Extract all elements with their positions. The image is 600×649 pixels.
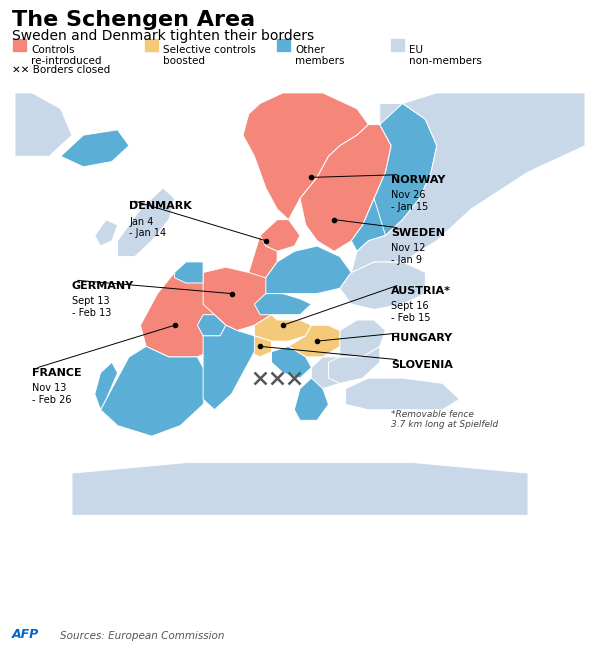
Polygon shape bbox=[95, 219, 118, 246]
Polygon shape bbox=[140, 273, 238, 357]
Text: EU
non-members: EU non-members bbox=[409, 45, 482, 66]
Text: GERMANY: GERMANY bbox=[72, 280, 134, 291]
Polygon shape bbox=[300, 125, 391, 251]
Polygon shape bbox=[260, 219, 300, 251]
Text: FRANCE: FRANCE bbox=[32, 368, 82, 378]
Polygon shape bbox=[118, 188, 175, 256]
Polygon shape bbox=[329, 347, 380, 384]
Text: SLOVENIA: SLOVENIA bbox=[391, 360, 453, 370]
Text: *Removable fence
3.7 km long at Spielfeld: *Removable fence 3.7 km long at Spielfel… bbox=[391, 410, 499, 429]
Polygon shape bbox=[15, 93, 72, 156]
Polygon shape bbox=[254, 293, 311, 315]
Text: Sources: European Commission: Sources: European Commission bbox=[60, 631, 224, 641]
Text: Other
members: Other members bbox=[295, 45, 344, 66]
Polygon shape bbox=[351, 199, 386, 251]
Text: Nov 12
- Jan 9: Nov 12 - Jan 9 bbox=[391, 243, 426, 265]
Polygon shape bbox=[340, 262, 425, 310]
Text: Sept 16
- Feb 15: Sept 16 - Feb 15 bbox=[391, 301, 431, 323]
Text: Nov 13
- Feb 26: Nov 13 - Feb 26 bbox=[32, 383, 71, 405]
Polygon shape bbox=[249, 236, 277, 278]
Polygon shape bbox=[175, 262, 203, 283]
Text: AFP: AFP bbox=[12, 628, 39, 641]
Text: NORWAY: NORWAY bbox=[391, 175, 446, 185]
Text: Sweden and Denmark tighten their borders: Sweden and Denmark tighten their borders bbox=[12, 29, 314, 43]
Polygon shape bbox=[249, 336, 271, 357]
Polygon shape bbox=[72, 463, 528, 515]
Text: Jan 4
- Jan 14: Jan 4 - Jan 14 bbox=[129, 217, 166, 238]
Polygon shape bbox=[289, 325, 340, 357]
Text: Selective controls
boosted: Selective controls boosted bbox=[163, 45, 256, 66]
Text: ✕✕ Borders closed: ✕✕ Borders closed bbox=[12, 65, 110, 75]
Polygon shape bbox=[254, 315, 311, 341]
Polygon shape bbox=[295, 378, 329, 421]
Polygon shape bbox=[243, 93, 368, 219]
Polygon shape bbox=[61, 130, 129, 167]
Polygon shape bbox=[346, 378, 460, 410]
Polygon shape bbox=[95, 362, 118, 410]
Polygon shape bbox=[203, 325, 254, 410]
Polygon shape bbox=[101, 347, 209, 436]
Text: DENMARK: DENMARK bbox=[129, 201, 192, 212]
Text: Sept 13
- Feb 13: Sept 13 - Feb 13 bbox=[72, 296, 112, 317]
Polygon shape bbox=[203, 267, 277, 330]
Polygon shape bbox=[271, 347, 311, 378]
Text: The Schengen Area: The Schengen Area bbox=[12, 10, 255, 30]
Polygon shape bbox=[362, 103, 437, 236]
Text: SWEDEN: SWEDEN bbox=[391, 228, 445, 238]
Polygon shape bbox=[351, 93, 585, 273]
Text: Nov 26
- Jan 15: Nov 26 - Jan 15 bbox=[391, 190, 428, 212]
Text: Controls
re-introduced: Controls re-introduced bbox=[31, 45, 102, 66]
Polygon shape bbox=[197, 315, 226, 336]
Text: AUSTRIA*: AUSTRIA* bbox=[391, 286, 451, 296]
Text: HUNGARY: HUNGARY bbox=[391, 334, 452, 343]
Polygon shape bbox=[311, 357, 346, 389]
Polygon shape bbox=[340, 320, 386, 357]
Polygon shape bbox=[266, 246, 351, 293]
